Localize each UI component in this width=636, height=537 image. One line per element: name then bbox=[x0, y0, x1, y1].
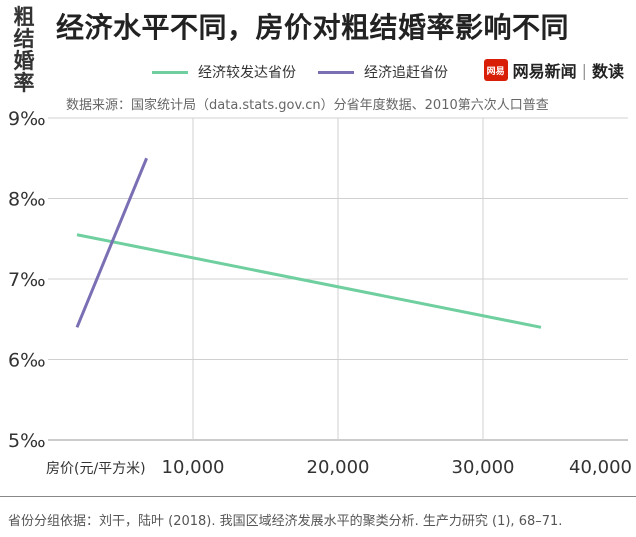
chart-y-axis-title: 粗 结 婚 率 bbox=[13, 5, 35, 95]
chart-title: 经济水平不同，房价对粗结婚率影响不同 bbox=[56, 11, 570, 44]
legend-item-catching-up: 经济追赶省份 bbox=[318, 62, 448, 82]
legend-swatch-developed bbox=[152, 70, 188, 74]
x-tick-label: 30,000 bbox=[452, 457, 515, 478]
legend-label-developed: 经济较发达省份 bbox=[198, 65, 296, 81]
x-tick-label: 40,000 bbox=[569, 457, 632, 478]
brand-name: 网易新闻 bbox=[512, 62, 577, 81]
x-tick-label: 20,000 bbox=[307, 457, 370, 478]
legend-swatch-catching-up bbox=[318, 70, 354, 74]
brand-netease: 网易 网易新闻 | 数读 bbox=[483, 58, 624, 82]
footer-divider bbox=[0, 496, 636, 497]
series-line-catching-up bbox=[75, 157, 148, 328]
legend-label-catching-up: 经济追赶省份 bbox=[364, 65, 448, 81]
y-tick-label: 9‰ bbox=[8, 108, 46, 130]
line-chart: 5‰ 6‰ 7‰ 8‰ 9‰ 10,000 20,000 30,000 40,000 房价(元/平… bbox=[8, 108, 632, 478]
brand-separator: | bbox=[581, 60, 587, 80]
x-axis-title: 房价(元/平方米) bbox=[46, 461, 146, 477]
y-tick-label: 5‰ bbox=[8, 430, 46, 452]
series-line-developed bbox=[76, 233, 542, 329]
y-tick-label: 6‰ bbox=[8, 350, 46, 372]
data-source-note: 数据来源：国家统计局（data.stats.gov.cn）分省年度数据、2010… bbox=[66, 98, 549, 113]
footnote: 省份分组依据：刘干，陆叶 (2018). 我国区域经济发展水平的聚类分析. 生产… bbox=[8, 514, 563, 529]
y-tick-label: 8‰ bbox=[8, 189, 46, 211]
legend-item-developed: 经济较发达省份 bbox=[152, 62, 296, 82]
x-tick-label: 10,000 bbox=[162, 457, 225, 478]
y-tick-label: 7‰ bbox=[8, 269, 46, 291]
brand-section: 数读 bbox=[591, 62, 624, 81]
netease-logo-icon: 网易 bbox=[483, 59, 508, 81]
